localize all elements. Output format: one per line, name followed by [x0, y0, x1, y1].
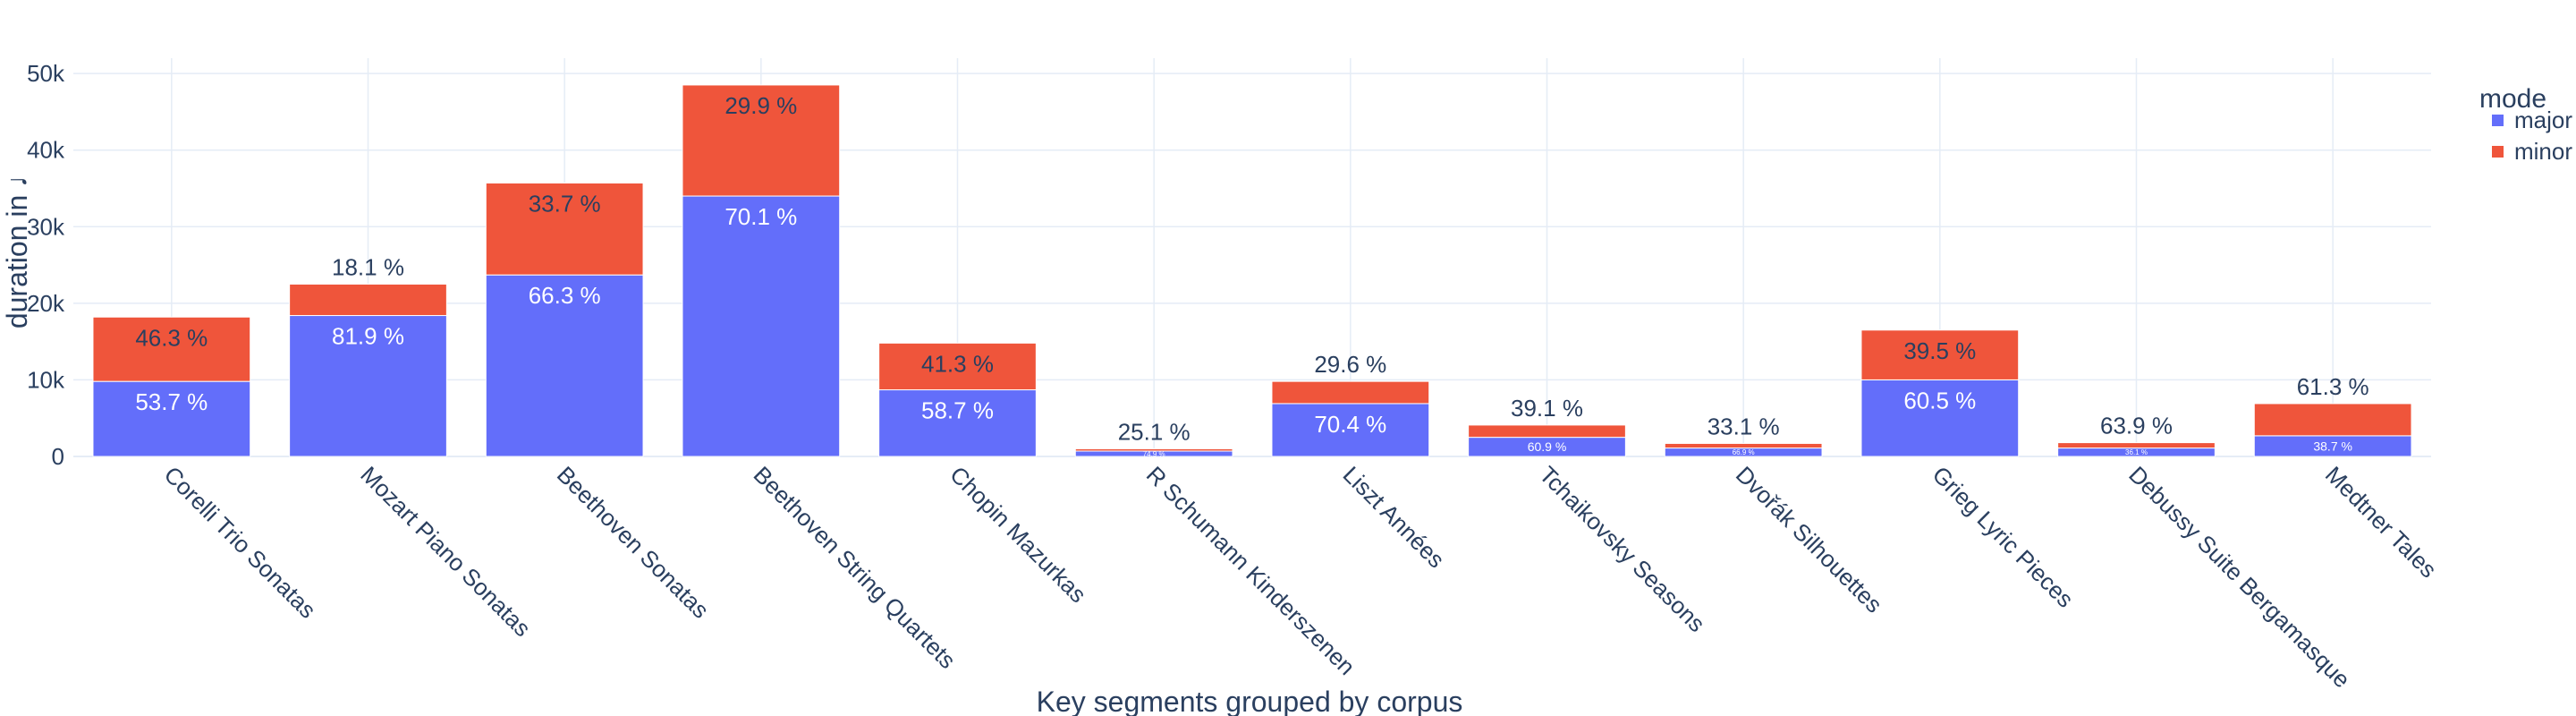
bar-label-minor: 33.7 %	[529, 190, 601, 217]
y-tick-label: 20k	[27, 290, 65, 317]
bar-label-major: 58.7 %	[921, 397, 994, 424]
y-tick-label: 40k	[27, 137, 65, 164]
x-axis-title: Key segments grouped by corpus	[1037, 686, 1463, 716]
bars	[92, 84, 2412, 457]
bar-label-minor: 33.1 %	[1707, 413, 1780, 439]
bar-major[interactable]	[1271, 403, 1430, 457]
x-tick-label: Tchaikovsky Seasons	[1534, 461, 1710, 637]
bar-label-major: 74.9 %	[1143, 450, 1165, 458]
x-axis-ticks: Corelli Trio Sonatas Mozart Piano Sonatas…	[159, 461, 2443, 693]
bar-label-major: 36.1 %	[2125, 448, 2148, 456]
x-tick-label: Corelli Trio Sonatas	[159, 461, 322, 624]
bar-minor[interactable]	[1468, 424, 1626, 439]
bar-minor[interactable]	[92, 316, 251, 382]
bar-label-minor: 39.5 %	[1903, 337, 1976, 364]
bar-minor[interactable]	[2057, 442, 2216, 449]
bar-label-minor: 18.1 %	[332, 253, 404, 280]
x-tick-label: Mozart Piano Sonatas	[355, 461, 536, 642]
x-tick-label: R Schumann Kinderszenen	[1141, 461, 1360, 680]
x-tick-label: Beethoven String Quartets	[749, 461, 962, 674]
x-tick-label: Debussy Suite Bergamasque	[2123, 461, 2355, 693]
bar-label-major: 60.5 %	[1903, 387, 1976, 413]
legend-swatch-minor[interactable]	[2492, 146, 2504, 158]
y-tick-label: 30k	[27, 213, 65, 240]
bar-label-minor: 29.6 %	[1314, 351, 1386, 378]
bar-major[interactable]	[878, 389, 1037, 457]
legend-title: mode	[2479, 84, 2546, 114]
legend-swatch-major[interactable]	[2492, 115, 2504, 126]
y-axis-title: duration in ♩	[1, 158, 33, 328]
bar-label-minor: 39.1 %	[1511, 395, 1583, 422]
bar-label-minor: 63.9 %	[2100, 413, 2173, 439]
bar-label-major: 66.9 %	[1733, 448, 1755, 456]
bar-label-minor: 29.9 %	[724, 92, 797, 119]
bar-minor[interactable]	[2253, 403, 2412, 437]
bar-label-major: 53.7 %	[135, 388, 208, 415]
bar-label-minor: 61.3 %	[2297, 373, 2369, 400]
legend-label-minor[interactable]: minor	[2514, 138, 2572, 165]
bar-major[interactable]	[485, 274, 644, 457]
bar-label-major: 70.4 %	[1314, 411, 1386, 438]
bar-label-major: 66.3 %	[529, 282, 601, 309]
y-tick-label: 10k	[27, 366, 65, 393]
bar-minor[interactable]	[878, 342, 1037, 391]
bar-minor[interactable]	[1074, 448, 1233, 452]
bar-major[interactable]	[682, 195, 841, 457]
bar-minor[interactable]	[1271, 380, 1430, 405]
x-tick-label: Dvořák Silhouettes	[1731, 461, 1888, 618]
bar-labels: 53.7 % 46.3 % 81.9 % 18.1 % 66.3 % 33.7 % 70.1…	[135, 92, 2368, 458]
gridlines	[73, 58, 2431, 457]
y-tick-label: 50k	[27, 60, 65, 87]
bar-label-major: 70.1 %	[724, 203, 797, 230]
bar-minor[interactable]	[289, 283, 447, 317]
bar-label-minor: 25.1 %	[1118, 418, 1191, 445]
bar-label-minor: 41.3 %	[921, 350, 994, 377]
x-tick-label: Medtner Tales	[2320, 461, 2442, 583]
bar-label-major: 81.9 %	[332, 323, 404, 350]
bar-label-major: 60.9 %	[1528, 439, 1567, 454]
bar-minor[interactable]	[1860, 329, 2020, 380]
x-tick-label: Grieg Lyric Pieces	[1928, 461, 2080, 613]
bar-label-major: 38.7 %	[2313, 439, 2352, 453]
x-tick-label: Chopin Mazurkas	[945, 461, 1091, 608]
legend: mode major minor	[2479, 84, 2572, 165]
bar-minor[interactable]	[485, 182, 644, 276]
bar-minor[interactable]	[1664, 442, 1823, 449]
x-tick-label: Beethoven Sonatas	[552, 461, 715, 624]
bar-minor[interactable]	[682, 84, 841, 197]
y-tick-label: 0	[52, 443, 64, 470]
y-axis-ticks: 0 10k 20k 30k 40k 50k	[27, 60, 65, 470]
bar-major[interactable]	[1860, 379, 2020, 457]
bar-label-minor: 46.3 %	[135, 324, 208, 351]
legend-label-major[interactable]: major	[2514, 107, 2572, 133]
x-tick-label: Liszt Années	[1338, 461, 1450, 573]
